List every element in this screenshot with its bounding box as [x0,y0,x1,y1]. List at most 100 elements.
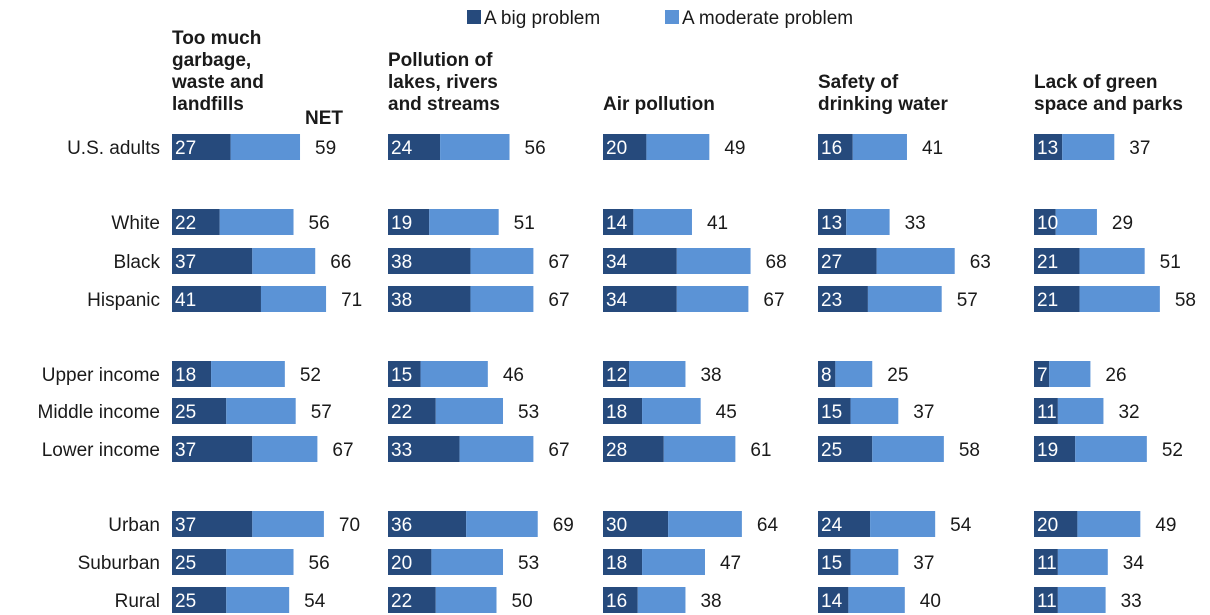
big-problem-value-label: 38 [391,252,412,273]
bar-segment-big-problem [603,248,677,274]
net-value-label: 54 [950,515,972,536]
bar-segment-big-problem [818,134,853,160]
net-value-label: 50 [512,591,533,612]
net-value-label: 40 [920,591,941,612]
panel-title-line: garbage, [172,50,251,71]
bar-segment-moderate-problem [226,549,294,575]
bar-segment-moderate-problem [646,134,710,160]
big-problem-value-label: 28 [606,440,627,461]
bar-segment-big-problem [1034,209,1056,235]
bar-segment-big-problem [603,587,638,613]
net-value-label: 32 [1118,402,1139,423]
row-label: Rural [115,591,160,612]
bar-segment-big-problem [818,209,847,235]
big-problem-value-label: 22 [391,402,412,423]
big-problem-value-label: 7 [1037,365,1048,386]
bar-segment-big-problem [603,134,647,160]
bar-segment-big-problem [603,436,664,462]
net-value-label: 70 [339,515,360,536]
net-value-label: 38 [700,591,721,612]
bar-segment-big-problem [388,511,467,537]
bar-segment-moderate-problem [876,248,955,274]
bar-segment-moderate-problem [1079,248,1145,274]
net-value-label: 67 [548,290,569,311]
bar-segment-moderate-problem [431,549,504,575]
big-problem-value-label: 19 [391,213,412,234]
big-problem-value-label: 20 [391,553,412,574]
panel-title-line: and streams [388,94,500,115]
bar-segment-moderate-problem [850,398,899,424]
bar-segment-big-problem [388,398,436,424]
bar-segment-big-problem [818,511,871,537]
net-value-label: 29 [1112,213,1133,234]
net-value-label: 49 [1155,515,1176,536]
bar-segment-big-problem [1034,398,1058,424]
bar-segment-big-problem [1034,549,1058,575]
net-value-label: 52 [300,365,321,386]
bar-segment-moderate-problem [1079,286,1160,312]
bar-segment-big-problem [603,209,634,235]
bar-segment-big-problem [388,361,421,387]
bar-segment-moderate-problem [226,398,296,424]
bar-segment-moderate-problem [429,209,499,235]
bar-segment-big-problem [818,286,868,312]
bar-segment-big-problem [388,549,432,575]
bar-segment-big-problem [388,587,436,613]
net-value-label: 71 [341,290,362,311]
big-problem-value-label: 15 [391,365,412,386]
bar-segment-moderate-problem [1077,511,1141,537]
net-value-label: 45 [716,402,737,423]
legend-swatch-big-problem [467,10,481,24]
big-problem-value-label: 11 [1037,402,1057,423]
big-problem-value-label: 37 [175,440,196,461]
panel-title-line: lakes, rivers [388,72,498,93]
net-value-label: 67 [548,252,569,273]
big-problem-value-label: 14 [606,213,628,234]
bar-segment-big-problem [172,549,227,575]
big-problem-value-label: 37 [175,252,196,273]
legend-label: A big problem [484,8,600,29]
big-problem-value-label: 11 [1037,591,1057,612]
bar-segment-moderate-problem [846,209,890,235]
net-value-label: 61 [750,440,771,461]
big-problem-value-label: 24 [821,515,843,536]
net-value-label: 54 [304,591,326,612]
big-problem-value-label: 8 [821,365,832,386]
bar-segment-big-problem [1034,286,1080,312]
net-value-label: 25 [887,365,908,386]
big-problem-value-label: 33 [391,440,412,461]
bar-segment-moderate-problem [420,361,488,387]
bar-segment-big-problem [172,398,227,424]
net-value-label: 69 [553,515,574,536]
row-label: Upper income [42,365,160,386]
bar-segment-big-problem [1034,134,1063,160]
big-problem-value-label: 25 [175,402,196,423]
bar-segment-big-problem [1034,248,1080,274]
bar-segment-big-problem [388,134,441,160]
bar-segment-moderate-problem [850,549,899,575]
net-value-label: 53 [518,402,539,423]
big-problem-value-label: 19 [1037,440,1058,461]
row-label: U.S. adults [67,138,160,159]
panel-title-line: Pollution of [388,50,493,71]
big-problem-value-label: 25 [821,440,842,461]
big-problem-value-label: 23 [821,290,842,311]
bar-segment-moderate-problem [252,511,324,537]
bar-segment-big-problem [172,209,220,235]
big-problem-value-label: 27 [821,252,842,273]
big-problem-value-label: 25 [175,553,196,574]
net-value-label: 47 [720,553,741,574]
bar-segment-moderate-problem [435,398,504,424]
panel-title-line: Lack of green [1034,72,1158,93]
bar-segment-big-problem [388,286,471,312]
big-problem-value-label: 18 [606,402,627,423]
big-problem-value-label: 20 [606,138,627,159]
bar-segment-moderate-problem [1055,209,1097,235]
bar-segment-big-problem [1034,361,1050,387]
bar-segment-big-problem [603,511,669,537]
big-problem-value-label: 27 [175,138,196,159]
net-value-label: 56 [525,138,546,159]
net-value-label: 37 [1129,138,1150,159]
net-value-label: 58 [1175,290,1196,311]
